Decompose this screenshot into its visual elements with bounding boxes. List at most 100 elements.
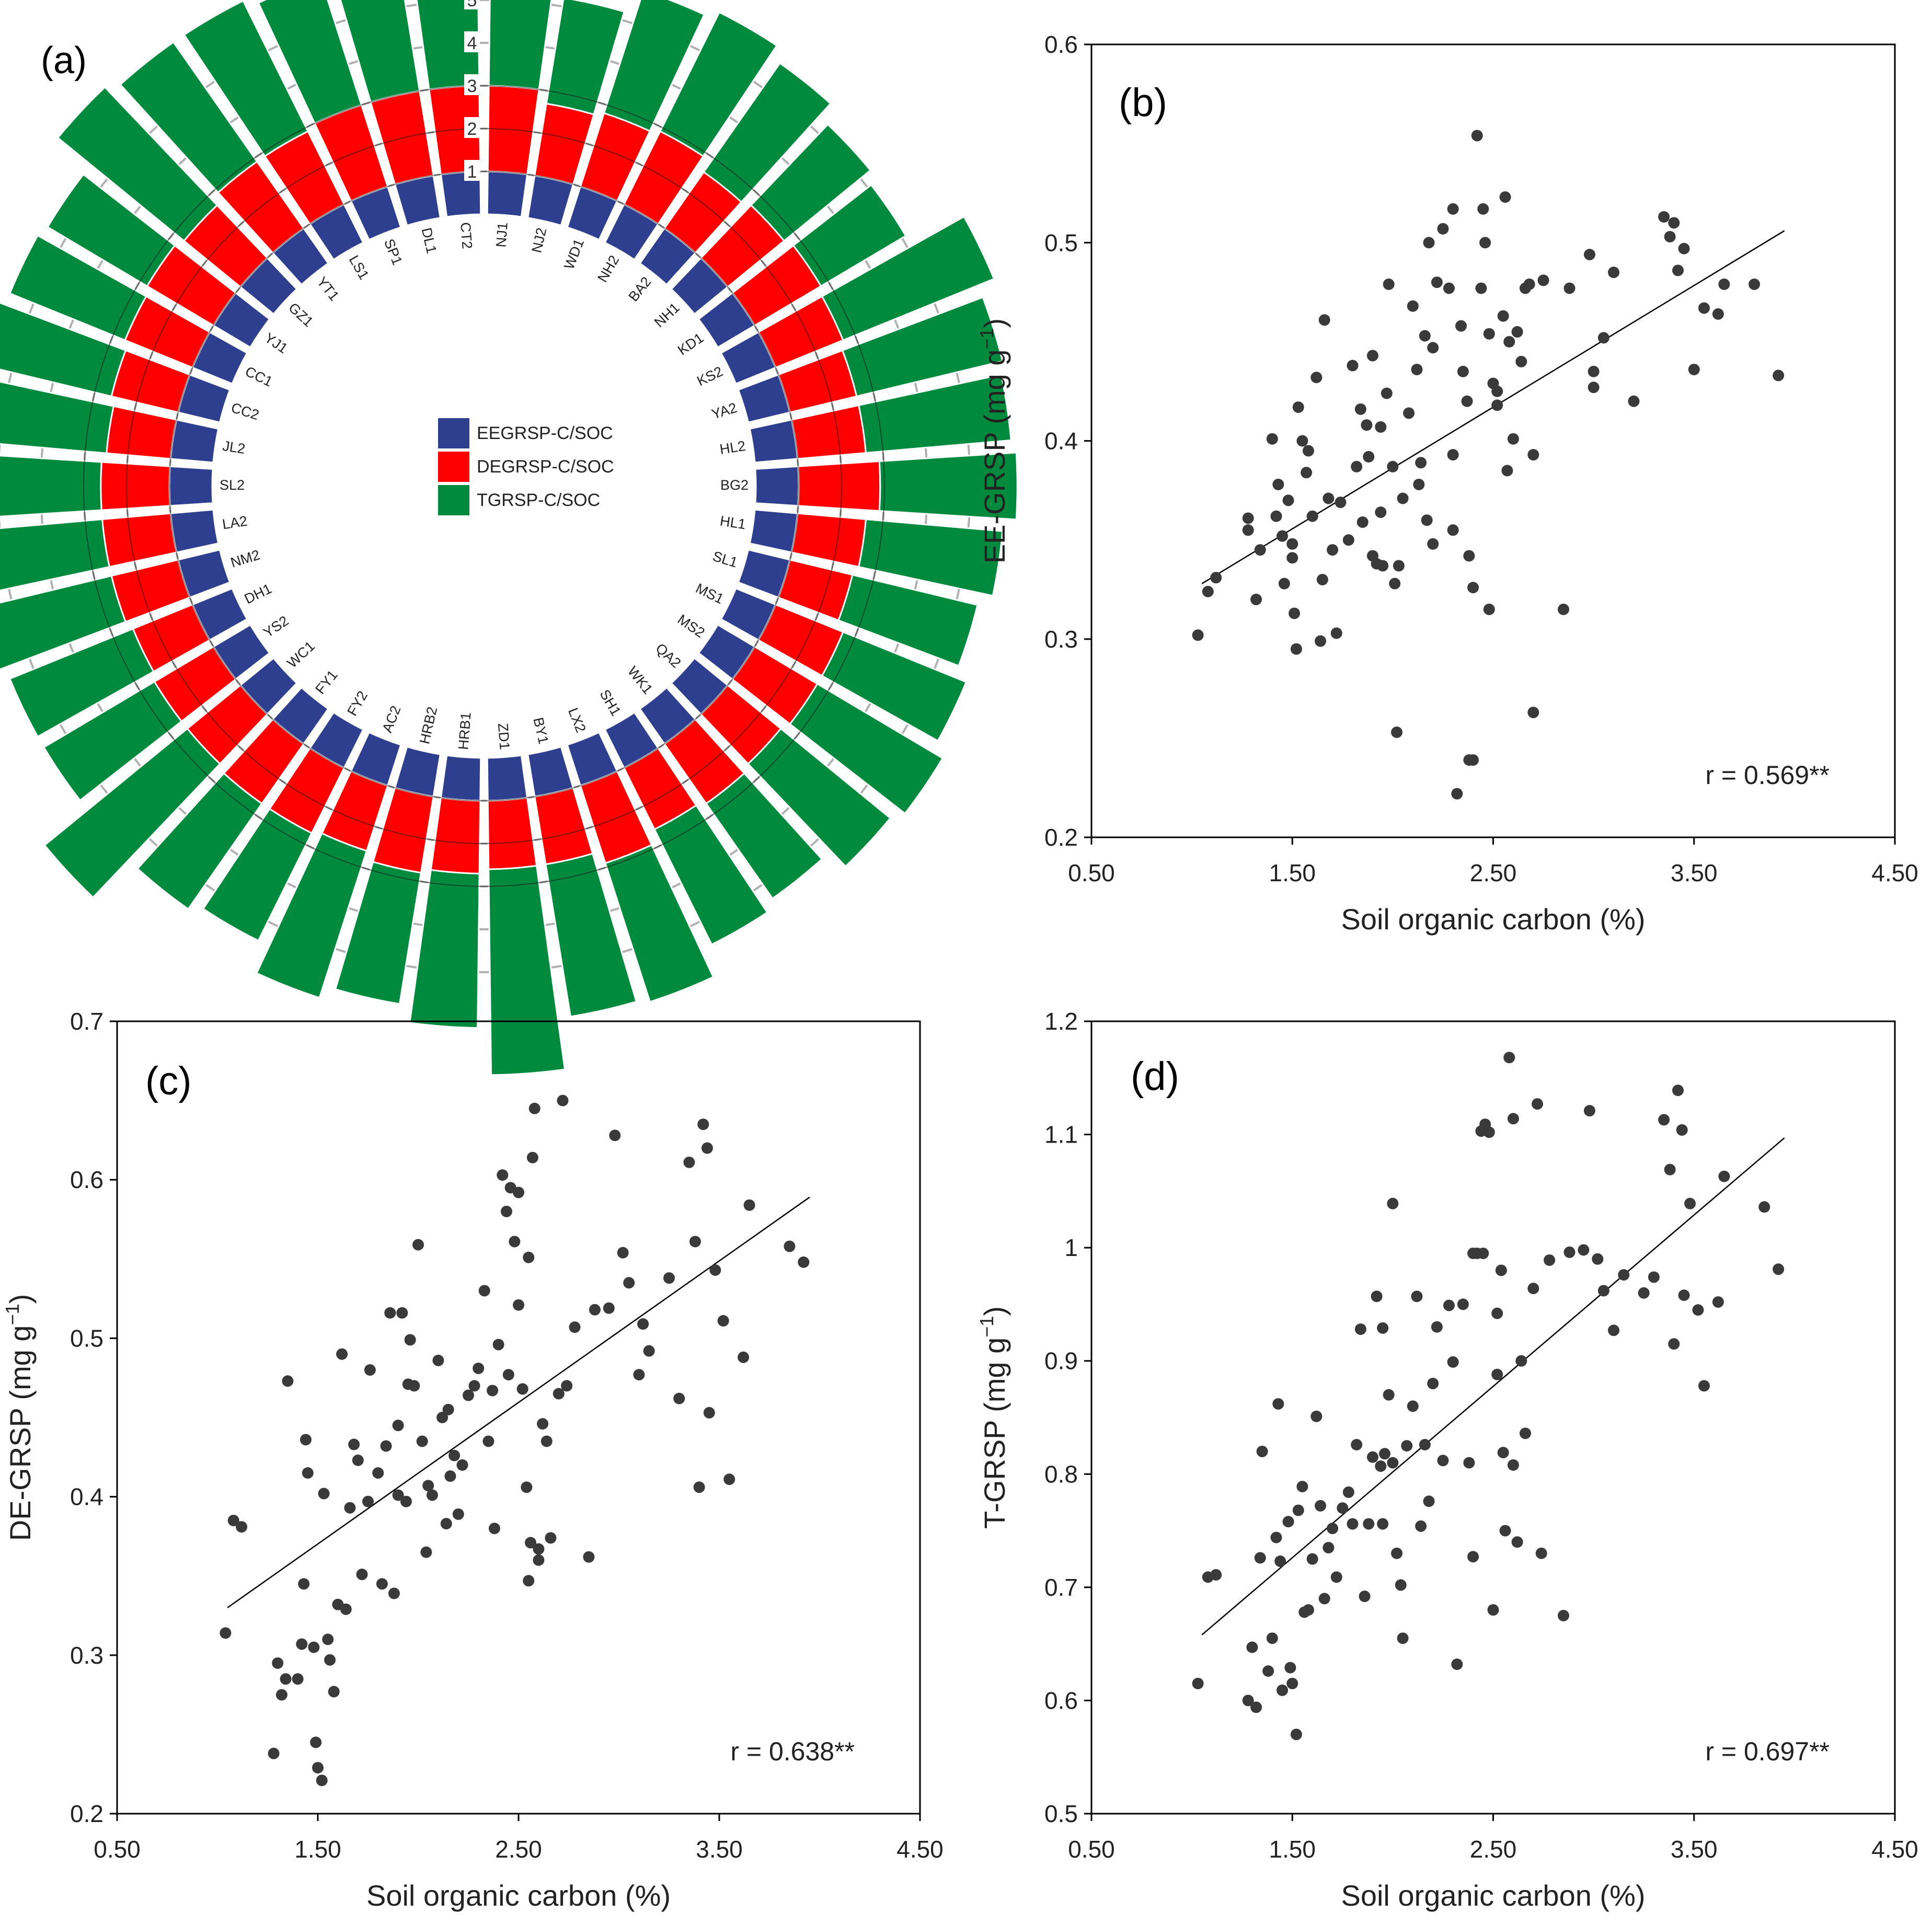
panel-c-point-24 — [344, 1502, 356, 1514]
bar-t-MS1 — [821, 631, 968, 742]
category-label-SL1: SL1 — [711, 548, 740, 571]
panel-c-point-86 — [623, 1277, 635, 1289]
panel-d-point-99 — [1718, 1170, 1730, 1182]
panel-c-point-64 — [509, 1236, 521, 1248]
panel-b-point-64 — [1455, 320, 1467, 332]
bar-t-YJ1 — [46, 173, 176, 287]
panel-d-ytick-label-0.5: 0.5 — [1044, 1800, 1078, 1827]
bar-de-BG2 — [797, 460, 881, 512]
panel-d-point-15 — [1284, 1662, 1296, 1674]
panel-d-point-88 — [1648, 1271, 1660, 1283]
panel-c-point-59 — [488, 1523, 500, 1535]
panel-b-point-20 — [1302, 445, 1314, 457]
panel-d-point-3 — [1242, 1695, 1254, 1707]
panel-c-correlation-annotation: r = 0.638** — [730, 1737, 855, 1766]
bar-t-ZD1 — [488, 864, 566, 1076]
category-label-QA2: QA2 — [652, 640, 684, 671]
panel-b-point-74 — [1479, 237, 1491, 249]
panel-b-point-49 — [1403, 407, 1415, 419]
panel-c-point-88 — [637, 1318, 649, 1330]
panel-b-point-69 — [1467, 582, 1479, 594]
panel-d-point-29 — [1337, 1502, 1349, 1514]
panel-d-point-26 — [1322, 1542, 1335, 1554]
panel-c-point-28 — [362, 1495, 374, 1507]
panel-d-xtick-label-2.50: 2.50 — [1470, 1836, 1517, 1863]
bar-de-HL2 — [790, 404, 867, 460]
panel-d-yaxis-label-main: T-GRSP (mg g — [978, 1338, 1011, 1529]
panel-c-point-51 — [452, 1508, 464, 1520]
panel-b-point-61 — [1447, 203, 1459, 215]
panel-c-point-9 — [296, 1638, 308, 1650]
panel-c-point-13 — [308, 1641, 320, 1653]
bar-ee-HL2 — [749, 419, 799, 464]
panel-d-point-52 — [1427, 1378, 1439, 1390]
category-label-CT2: CT2 — [457, 222, 475, 249]
panel-b-point-72 — [1475, 282, 1487, 294]
bar-ee-ZD1 — [486, 754, 528, 802]
bar-t-SL2 — [0, 455, 102, 517]
panel-c-point-83 — [603, 1302, 615, 1314]
category-label-SL2: SL2 — [220, 477, 245, 493]
panel-c-yaxis-label: DE-GRSP (mg g−1) — [2, 1294, 37, 1541]
category-label-FY2: FY2 — [344, 688, 371, 719]
panel-d-point-14 — [1282, 1516, 1294, 1528]
panel-c-letter: (c) — [145, 1059, 192, 1103]
panel-d-point-51 — [1423, 1495, 1435, 1507]
panel-c-point-79 — [561, 1380, 573, 1392]
panel-d-point-72 — [1511, 1536, 1523, 1548]
panel-b-point-95 — [1597, 332, 1609, 344]
panel-b-ytick-label-0.6: 0.6 — [1044, 31, 1078, 58]
panel-b-point-67 — [1463, 550, 1475, 562]
panel-b-point-30 — [1342, 534, 1354, 546]
panel-b-point-2 — [1210, 572, 1222, 584]
panel-b-point-66 — [1461, 395, 1473, 407]
panel-b-point-102 — [1678, 243, 1690, 255]
panel-d-xtick-label-1.50: 1.50 — [1269, 1836, 1316, 1863]
panel-d-point-35 — [1363, 1518, 1375, 1530]
panel-c-xtick-label-3.50: 3.50 — [696, 1836, 743, 1863]
panel-d-point-46 — [1401, 1440, 1413, 1452]
panel-c-point-73 — [533, 1543, 545, 1555]
panel-d-point-56 — [1447, 1356, 1459, 1368]
panel-b-point-1 — [1202, 585, 1214, 597]
panel-c-point-15 — [312, 1762, 324, 1774]
category-label-KS2: KS2 — [695, 363, 726, 389]
panel-b-point-85 — [1515, 355, 1527, 367]
panel-c-point-56 — [478, 1285, 490, 1297]
bar-t-YS2 — [42, 681, 183, 802]
panel-b-point-87 — [1527, 449, 1539, 461]
panel-c-point-30 — [372, 1467, 384, 1479]
panel-d-point-12 — [1274, 1555, 1286, 1567]
panel-a-letter: (a) — [41, 40, 87, 82]
panel-b-point-54 — [1419, 330, 1431, 342]
panel-d-point-79 — [1557, 1610, 1569, 1621]
panel-c-point-87 — [633, 1369, 645, 1381]
panel-c-point-101 — [738, 1351, 750, 1363]
category-label-DL1: DL1 — [419, 226, 440, 255]
panel-d-point-53 — [1431, 1321, 1443, 1333]
panel-b-point-10 — [1276, 530, 1289, 542]
panel-b-point-65 — [1457, 365, 1469, 377]
panel-b-point-7 — [1266, 433, 1278, 445]
panel-b-point-111 — [1375, 421, 1387, 433]
category-label-JL2: JL2 — [222, 438, 247, 457]
bar-ee-HRB1 — [440, 754, 482, 802]
panel-c-point-107 — [502, 1369, 514, 1381]
panel-d-point-70 — [1503, 1052, 1515, 1064]
bar-t-BY1 — [545, 852, 638, 1018]
bar-t-QA2 — [746, 727, 892, 868]
bar-t-WC1 — [43, 727, 222, 899]
panel-d-point-77 — [1535, 1547, 1547, 1559]
panel-b-ytick-label-0.5: 0.5 — [1044, 229, 1078, 256]
panel-d-point-27 — [1327, 1523, 1339, 1535]
panel-c-point-37 — [400, 1495, 412, 1507]
category-label-GZ1: GZ1 — [285, 299, 316, 330]
panel-c-point-96 — [701, 1142, 713, 1154]
panel-c-point-77 — [553, 1388, 565, 1400]
category-label-NH2: NH2 — [594, 252, 622, 285]
panel-b-point-51 — [1411, 363, 1423, 375]
panel-d-point-43 — [1391, 1547, 1403, 1559]
bar-t-NH1 — [750, 123, 872, 242]
panel-b-point-6 — [1254, 544, 1266, 556]
